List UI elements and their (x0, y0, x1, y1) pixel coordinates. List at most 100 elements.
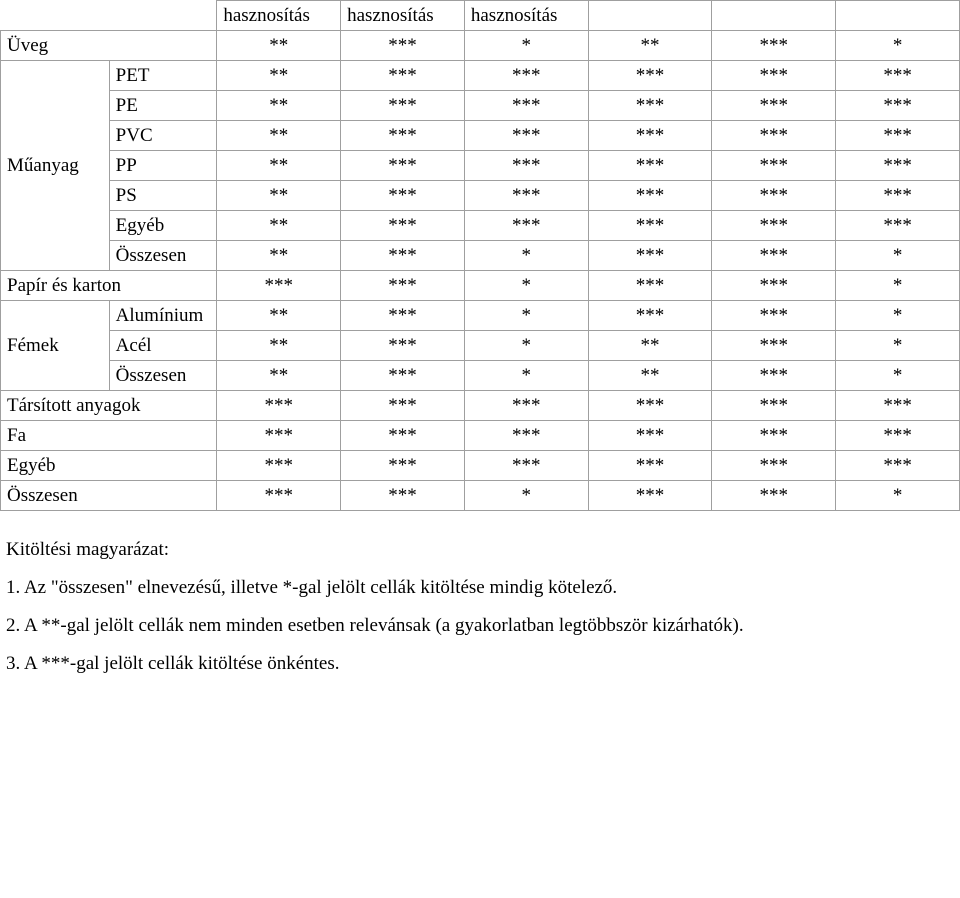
value-cell: ** (217, 211, 341, 241)
group-cell: Műanyag (1, 61, 110, 271)
value-cell: *** (464, 181, 588, 211)
value-cell: *** (341, 151, 465, 181)
value-cell: * (464, 271, 588, 301)
value-cell: ** (588, 331, 712, 361)
value-cell: *** (712, 91, 836, 121)
subcategory-cell: Összesen (109, 241, 217, 271)
value-cell: *** (464, 61, 588, 91)
value-cell: * (836, 31, 960, 61)
value-cell: *** (836, 451, 960, 481)
value-cell: *** (588, 61, 712, 91)
value-cell: *** (341, 361, 465, 391)
value-cell: *** (712, 361, 836, 391)
value-cell: *** (836, 181, 960, 211)
value-cell: *** (217, 391, 341, 421)
subcategory-cell: PET (109, 61, 217, 91)
value-cell: *** (217, 271, 341, 301)
value-cell: *** (464, 151, 588, 181)
value-cell: ** (217, 91, 341, 121)
value-cell: *** (588, 301, 712, 331)
subcategory-cell: PE (109, 91, 217, 121)
category-cell: Üveg (1, 31, 217, 61)
value-cell: *** (341, 481, 465, 511)
value-cell: *** (341, 421, 465, 451)
explanation-title: Kitöltési magyarázat: (6, 539, 954, 561)
category-cell: Papír és karton (1, 271, 217, 301)
value-cell: *** (712, 451, 836, 481)
value-cell: * (464, 481, 588, 511)
value-cell: ** (217, 301, 341, 331)
value-cell: *** (464, 421, 588, 451)
value-cell: * (836, 481, 960, 511)
value-cell: *** (712, 331, 836, 361)
header-empty (1, 1, 217, 31)
explanation-item-1: 1. Az "összesen" elnevezésű, illetve *-g… (6, 577, 954, 599)
value-cell: *** (217, 481, 341, 511)
value-cell: ** (217, 151, 341, 181)
header-cell: hasznosítás (464, 1, 588, 31)
value-cell: * (464, 331, 588, 361)
header-cell (712, 1, 836, 31)
value-cell: *** (836, 391, 960, 421)
value-cell: *** (588, 451, 712, 481)
value-cell: * (836, 301, 960, 331)
value-cell: *** (712, 241, 836, 271)
explanation-item-3: 3. A ***-gal jelölt cellák kitöltése önk… (6, 653, 954, 675)
subcategory-cell: PVC (109, 121, 217, 151)
value-cell: * (836, 241, 960, 271)
value-cell: * (464, 361, 588, 391)
subcategory-cell: Alumínium (109, 301, 217, 331)
value-cell: *** (588, 271, 712, 301)
value-cell: *** (836, 151, 960, 181)
value-cell: *** (464, 391, 588, 421)
value-cell: *** (341, 91, 465, 121)
header-cell (588, 1, 712, 31)
value-cell: *** (712, 181, 836, 211)
subcategory-cell: Egyéb (109, 211, 217, 241)
value-cell: *** (588, 181, 712, 211)
value-cell: *** (588, 241, 712, 271)
value-cell: ** (217, 241, 341, 271)
value-cell: *** (341, 61, 465, 91)
value-cell: *** (712, 211, 836, 241)
value-cell: *** (836, 421, 960, 451)
value-cell: *** (712, 271, 836, 301)
value-cell: *** (588, 151, 712, 181)
value-cell: *** (341, 451, 465, 481)
category-cell: Egyéb (1, 451, 217, 481)
category-cell: Összesen (1, 481, 217, 511)
subcategory-cell: Acél (109, 331, 217, 361)
value-cell: *** (464, 91, 588, 121)
explanation-item-2: 2. A **-gal jelölt cellák nem minden ese… (6, 615, 954, 637)
value-cell: ** (217, 61, 341, 91)
value-cell: *** (588, 481, 712, 511)
header-cell: hasznosítás (341, 1, 465, 31)
value-cell: *** (712, 31, 836, 61)
value-cell: *** (712, 61, 836, 91)
value-cell: *** (217, 451, 341, 481)
value-cell: ** (588, 361, 712, 391)
value-cell: *** (588, 91, 712, 121)
value-cell: *** (341, 31, 465, 61)
value-cell: *** (712, 121, 836, 151)
value-cell: ** (217, 181, 341, 211)
value-cell: *** (588, 391, 712, 421)
value-cell: *** (588, 211, 712, 241)
value-cell: *** (341, 181, 465, 211)
explanation-block: Kitöltési magyarázat: 1. Az "összesen" e… (0, 511, 960, 675)
header-cell (836, 1, 960, 31)
value-cell: *** (464, 451, 588, 481)
value-cell: *** (836, 211, 960, 241)
value-cell: * (464, 31, 588, 61)
value-cell: *** (464, 211, 588, 241)
header-cell: hasznosítás (217, 1, 341, 31)
value-cell: ** (217, 121, 341, 151)
value-cell: *** (341, 121, 465, 151)
value-cell: *** (836, 91, 960, 121)
value-cell: *** (712, 421, 836, 451)
value-cell: * (836, 271, 960, 301)
value-cell: *** (341, 301, 465, 331)
value-cell: *** (712, 481, 836, 511)
group-cell: Fémek (1, 301, 110, 391)
value-cell: *** (836, 121, 960, 151)
